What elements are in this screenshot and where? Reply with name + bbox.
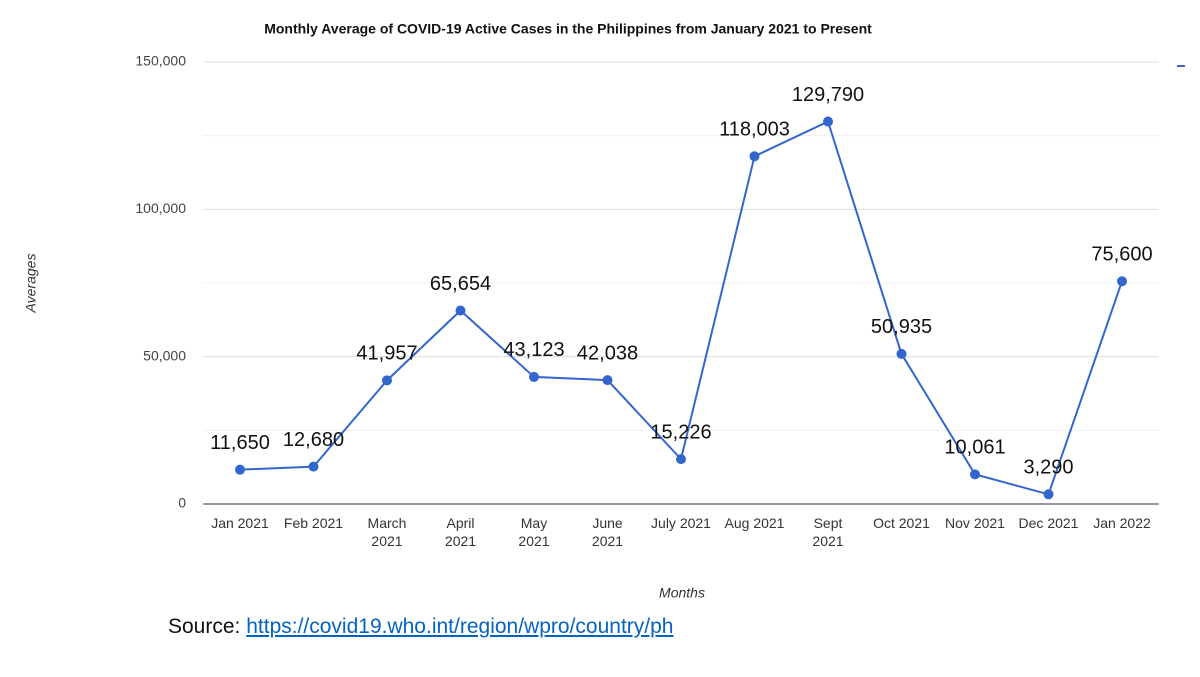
data-label: 75,600 (1091, 244, 1152, 266)
x-tick-label: Dec 2021 (1018, 515, 1079, 531)
x-tick-label: Sept 2021 (812, 515, 844, 549)
x-tick-label: Feb 2021 (283, 515, 344, 531)
x-axis-label: Months (659, 585, 705, 601)
data-point (676, 454, 686, 465)
data-point (749, 151, 760, 162)
source-link[interactable]: https://covid19.who.int/region/wpro/coun… (246, 615, 674, 638)
data-point (970, 469, 980, 480)
data-point (382, 375, 392, 386)
x-tick-label: July 2021 (651, 515, 711, 531)
data-label: 3,290 (1023, 457, 1073, 479)
source: Source: https://covid19.who.int/region/w… (168, 615, 673, 639)
data-label: 65,654 (430, 273, 491, 295)
y-axis-label: Averages (23, 254, 39, 314)
data-label: 15,226 (650, 421, 711, 443)
data-point (455, 305, 466, 316)
x-tick-label: Aug 2021 (724, 515, 785, 531)
x-tick-label: Jan 2021 (211, 515, 269, 531)
data-point (529, 371, 539, 382)
data-label: 129,790 (792, 84, 864, 106)
x-tick-label: April 2021 (444, 515, 477, 549)
data-label: 10,061 (944, 437, 1005, 459)
x-tick-label: June 2021 (591, 515, 624, 549)
y-tick-label: 100,000 (135, 200, 186, 216)
chart-title: Monthly Average of COVID-19 Active Cases… (264, 21, 872, 37)
data-point (235, 464, 245, 475)
data-label: 41,957 (356, 343, 417, 365)
y-tick-label: 150,000 (135, 53, 186, 69)
data-point (1117, 276, 1127, 287)
y-tick-label: 50,000 (143, 347, 186, 363)
x-tick-label: Nov 2021 (945, 515, 1005, 531)
data-label: 11,650 (210, 432, 270, 454)
source-label: Source: (168, 615, 241, 638)
data-label: 118,003 (719, 119, 790, 141)
y-tick-label: 0 (178, 495, 186, 511)
data-point (308, 461, 319, 472)
x-tick-label: Jan 2022 (1093, 515, 1151, 531)
data-label: 12,680 (283, 429, 344, 451)
data-point (1043, 489, 1054, 500)
data-point (602, 375, 613, 386)
data-label: 43,123 (503, 339, 564, 361)
x-tick-label: May 2021 (518, 515, 550, 549)
data-point (823, 116, 833, 127)
data-label: 42,038 (577, 342, 638, 364)
data-point (896, 348, 907, 359)
x-tick-label: March 2021 (367, 515, 407, 549)
data-label: 50,935 (871, 316, 932, 338)
x-tick-label: Oct 2021 (873, 515, 930, 531)
